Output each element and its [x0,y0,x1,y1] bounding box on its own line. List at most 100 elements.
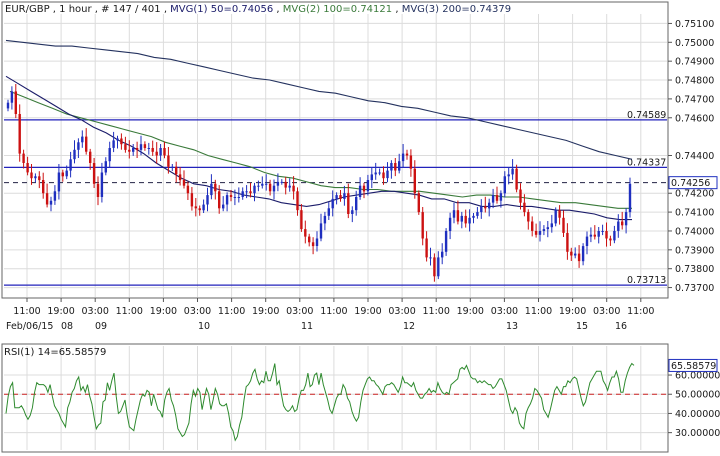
candle-body [225,195,229,205]
time-tick-label: 03:00 [491,306,518,317]
candle-body [550,223,553,228]
candle-body [398,161,401,171]
candle-body [186,185,190,194]
candle-body [304,229,307,237]
date-label: 16 [615,321,627,332]
candle-body [460,215,463,222]
candle-body [624,212,628,226]
candle-body [413,168,416,194]
candle-body [34,176,37,179]
current-price-box [668,176,718,190]
rsi-current-label: 65.58579 [671,361,716,372]
price-tick-label: 0.75100 [675,19,714,30]
price-tick-label: 0.74200 [675,189,714,200]
candle-body [308,236,311,243]
candle-body [499,193,503,201]
date-label: 10 [198,321,210,332]
candle-body [566,232,569,252]
candle-body [167,155,170,167]
candle-body [437,257,440,277]
candle-body [570,251,573,256]
time-tick-label: 11:00 [627,306,654,317]
candle-body [214,183,217,192]
candle-body [30,172,33,179]
candle-body [562,217,565,233]
time-tick-label: 19:00 [47,306,74,317]
candle-body [538,231,542,235]
candle-body [57,172,61,192]
candle-body [585,236,589,246]
candle-body [147,148,150,149]
candle-body [409,155,413,169]
date-label: 08 [61,321,73,332]
candle-body [577,253,581,262]
time-tick-label: 11:00 [218,306,245,317]
price-tick-label: 0.73900 [675,245,714,256]
candle-body [574,253,577,256]
candle-body [401,153,405,162]
candle-body [69,159,72,171]
current-price-label: 0.74256 [671,178,710,189]
candle-body [300,210,303,230]
candle-body [546,227,549,230]
candle-body [382,172,385,179]
candle-body [488,202,491,209]
candle-body [405,153,409,156]
time-tick-label: 11:00 [13,306,40,317]
candle-body [198,208,201,211]
candle-body [89,151,92,163]
rsi-grid [4,346,667,450]
candle-body [73,149,76,160]
rsi-title: RSI(1) 14=65.58579 [4,347,106,358]
time-tick-label: 19:00 [559,306,586,317]
mvg2-label: MVG(2) 100=0.74121 [283,4,392,15]
candle-body [319,223,323,239]
candle-body [523,202,526,213]
time-tick-label: 03:00 [82,306,109,317]
candle-body [378,172,381,174]
candle-body [92,163,96,184]
candle-body [390,163,393,171]
candle-body [456,210,460,222]
candle-body [284,181,287,188]
candle-body [49,200,53,205]
candle-body [210,183,213,196]
candle-body [464,215,467,224]
candle-body [527,212,530,222]
candle-body [503,176,506,194]
candle-body [85,136,88,152]
price-axis: 0.75100 0.75000 0.74900 0.74800 0.74700 0.746… [668,19,714,294]
candle-body [347,193,350,214]
candle-body [476,212,479,216]
date-label: 13 [506,321,518,332]
date-label: Feb/06/15 [6,321,53,332]
candle-body [280,181,283,183]
candle-body [132,148,135,152]
candle-body [108,148,111,162]
price-tick-label: 0.74600 [675,113,714,124]
candle-body [331,198,334,209]
candle-body [362,185,366,192]
candle-body [617,221,620,231]
candle-body [155,151,158,156]
candle-body [311,242,315,247]
candle-body [472,215,475,218]
candle-body [448,217,452,231]
time-tick-label: 19:00 [150,306,177,317]
candle-body [452,210,456,218]
price-tick-label: 0.74100 [675,208,714,219]
time-tick-label: 03:00 [286,306,313,317]
candle-body [26,163,29,173]
time-tick-label: 11:00 [116,306,143,317]
candle-body [394,163,397,171]
candle-body [351,210,354,214]
rsi-tick-label: 30.00000 [675,428,720,439]
candle-body [10,91,14,103]
candle-body [581,246,585,262]
mvg2-line [9,90,632,209]
candle-body [77,142,80,150]
separator-2: , [95,4,101,15]
candle-body [143,144,147,148]
candle-body [425,238,428,258]
price-tick-label: 0.74000 [675,226,714,237]
